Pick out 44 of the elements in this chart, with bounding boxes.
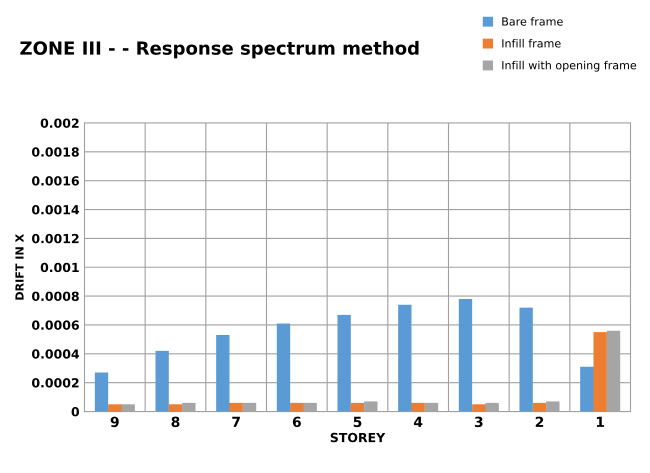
bar bbox=[519, 308, 533, 412]
legend-label: Bare frame bbox=[502, 17, 563, 26]
y-tick-label: 0.001 bbox=[40, 262, 79, 272]
y-tick-label: 0.0006 bbox=[32, 320, 79, 330]
y-tick-label: 0.0016 bbox=[32, 176, 79, 186]
bar bbox=[229, 402, 243, 412]
x-tick-label: 8 bbox=[172, 416, 180, 428]
bar bbox=[155, 350, 169, 412]
chart-title: ZONE III - - Response spectrum method bbox=[20, 40, 418, 58]
y-tick-label: 0.0008 bbox=[32, 292, 79, 302]
x-tick-label: 4 bbox=[414, 416, 422, 427]
bar bbox=[411, 402, 425, 412]
bar bbox=[350, 402, 364, 412]
x-tick-label: 3 bbox=[474, 416, 483, 428]
y-tick-label: 0 bbox=[72, 406, 80, 416]
x-axis-title: STOREY bbox=[330, 432, 386, 442]
x-tick-label: 1 bbox=[596, 416, 604, 427]
y-tick-label: 0.0012 bbox=[32, 234, 79, 244]
x-tick-label: 5 bbox=[354, 416, 362, 428]
bar bbox=[398, 304, 412, 412]
bar bbox=[472, 404, 486, 412]
y-tick-label: 0.002 bbox=[40, 118, 79, 128]
y-tick-label: 0.0002 bbox=[32, 378, 79, 388]
bar bbox=[216, 335, 230, 412]
bar bbox=[593, 332, 607, 412]
bar bbox=[290, 402, 304, 412]
y-tick-label: 0.0004 bbox=[32, 349, 80, 359]
y-tick-label: 0.0018 bbox=[32, 147, 79, 157]
bar bbox=[532, 402, 546, 412]
bar bbox=[276, 324, 290, 412]
x-tick-label: 7 bbox=[232, 416, 240, 427]
bar bbox=[108, 404, 122, 412]
legend-label: Infill frame bbox=[502, 38, 561, 48]
bar bbox=[580, 366, 594, 412]
x-tick-label: 2 bbox=[536, 416, 544, 427]
bar bbox=[168, 404, 182, 412]
bar bbox=[94, 372, 108, 412]
y-tick-label: 0.0014 bbox=[32, 205, 80, 214]
bar bbox=[337, 314, 351, 412]
x-tick-label: 6 bbox=[292, 416, 301, 428]
legend-label: Infill with opening frame bbox=[502, 60, 636, 72]
x-tick-label: 9 bbox=[110, 416, 119, 428]
bar bbox=[458, 298, 472, 412]
y-axis-title: DRIFT IN X bbox=[15, 234, 24, 300]
